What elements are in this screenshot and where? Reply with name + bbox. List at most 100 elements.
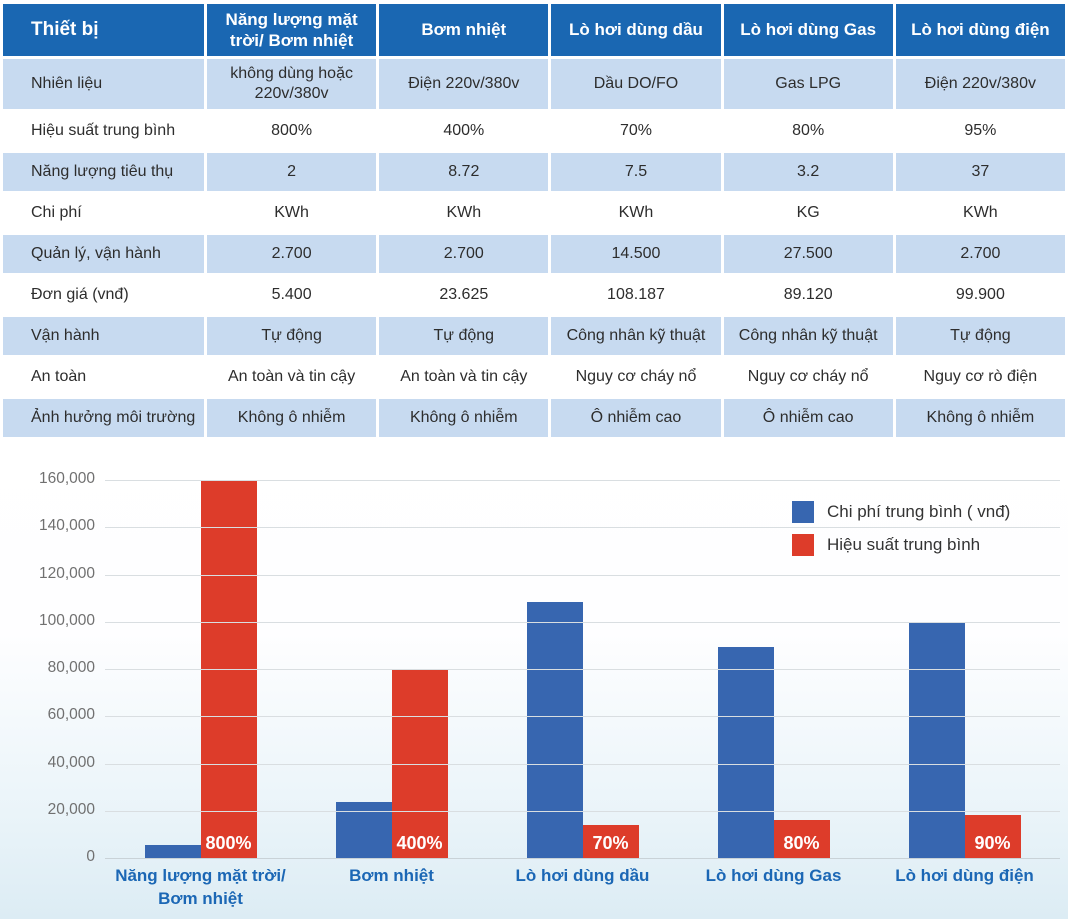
table-cell: Không ô nhiễm (207, 399, 377, 437)
table-cell: 2.700 (379, 235, 549, 273)
table-header-row: Thiết bị Năng lượng mặt trời/ Bơm nhiệt … (3, 4, 1065, 56)
category-label: Năng lượng mặt trời/ Bơm nhiệt (115, 866, 286, 908)
efficiency-percent-label: 400% (396, 833, 443, 853)
legend-label-cost: Chi phí trung bình ( vnđ) (827, 501, 1011, 521)
row-label: Hiệu suất trung bình (31, 122, 176, 139)
bar-efficiency (582, 824, 639, 858)
category-label: Bơm nhiệt (349, 866, 434, 885)
legend-item-efficiency: Hiệu suất trung bình (792, 528, 1010, 561)
table-cell: Dầu DO/FO (551, 59, 721, 109)
category-label: Lò hơi dùng điện (895, 866, 1034, 885)
y-axis-tick-label: 80,000 (47, 659, 95, 676)
gridline (105, 621, 1060, 623)
table-cell: Gas LPG (723, 59, 893, 109)
row-label: Đơn giá (vnđ) (31, 286, 129, 303)
table-cell: KG (796, 204, 820, 221)
gridline (105, 669, 1060, 670)
table-cell: KWh (446, 204, 482, 221)
table-cell: 8.72 (379, 153, 549, 191)
table-cell: An toàn và tin cậy (400, 368, 528, 385)
category-label: Lò hơi dùng Gas (705, 866, 842, 885)
bar-cost (908, 622, 965, 858)
efficiency-percent-label: 90% (974, 833, 1011, 853)
gridline (105, 810, 1060, 812)
comparison-table: Thiết bị Năng lượng mặt trời/ Bơm nhiệt … (0, 1, 1068, 440)
efficiency-percent-label: 80% (783, 833, 820, 853)
header-heatpump: Bơm nhiệt (379, 4, 549, 56)
table-cell: Nguy cơ cháy nổ (747, 368, 869, 385)
bar-cost (144, 845, 201, 858)
table-cell: Không ô nhiễm (379, 399, 549, 437)
chart-plot-area: 800% 400% 70% 80% 90% (105, 480, 1060, 858)
table-cell: KWh (963, 204, 998, 221)
table-cell: không dùng hoặc 220v/380v (207, 59, 377, 109)
y-axis-tick-label: 60,000 (47, 706, 95, 724)
table-row: Ảnh hưởng môi trường Không ô nhiễm Không ô… (3, 399, 1065, 437)
y-axis-tick-label: 140,000 (38, 517, 95, 535)
table-cell: An toàn và tin cậy (228, 368, 356, 385)
gridline (105, 716, 1060, 718)
table-cell: Công nhân kỹ thuật (723, 317, 893, 355)
table-cell: Tự động (379, 317, 549, 355)
row-label: Vận hành (3, 317, 204, 355)
bar-chart: 800% 400% 70% 80% 90% Chi phí trung bình ( v… (0, 440, 1068, 919)
efficiency-percent-label: 800% (205, 833, 252, 853)
table-cell: 5.400 (271, 286, 312, 303)
header-gas-boiler: Lò hơi dùng Gas (723, 4, 893, 56)
table-cell: Điện 220v/380v (895, 59, 1065, 109)
efficiency-percent-label: 70% (592, 833, 629, 853)
legend-swatch-efficiency-icon (792, 533, 814, 556)
y-axis-tick-label: 20,000 (47, 800, 95, 818)
table-cell: 3.2 (723, 153, 893, 191)
bar-efficiency (773, 820, 830, 858)
bar-cost (717, 647, 774, 858)
table-cell: 95% (964, 122, 997, 139)
header-device: Thiết bị (3, 4, 204, 56)
gridline (105, 574, 1060, 576)
table-cell: 400% (443, 122, 485, 139)
y-axis-tick-label: 40,000 (47, 753, 95, 771)
chart-legend: Chi phí trung bình ( vnđ) Hiệu suất trun… (792, 495, 1010, 561)
table-cell: Ô nhiễm cao (723, 399, 893, 437)
gridline (105, 527, 1060, 529)
legend-label-efficiency: Hiệu suất trung bình (827, 534, 981, 554)
table-cell: Nguy cơ rò điện (923, 368, 1038, 385)
y-axis-tick-label: 160,000 (38, 470, 95, 487)
table-cell: 14.500 (551, 235, 721, 273)
y-axis-tick-label: 0 (86, 848, 95, 865)
table-cell: KWh (274, 204, 309, 221)
table-cell: KWh (618, 204, 654, 221)
table-cell: 89.120 (783, 286, 833, 303)
table-row: Chi phí KWh KWh KWh KG KWh (3, 194, 1065, 232)
table-cell: Điện 220v/380v (379, 59, 549, 109)
table-cell: 2.700 (207, 235, 377, 273)
y-axis-tick-label: 120,000 (38, 564, 95, 582)
row-label: Quản lý, vận hành (3, 235, 204, 273)
row-label: Nhiên liệu (3, 59, 204, 109)
gridline (105, 763, 1060, 765)
table-cell: 99.900 (955, 286, 1005, 303)
table-cell: 108.187 (607, 286, 665, 303)
row-label: An toàn (31, 368, 87, 385)
table-cell: 23.625 (439, 286, 489, 303)
table-cell: 27.500 (723, 235, 893, 273)
table-row: Vận hành Tự động Tự động Công nhân kỹ thuật… (3, 317, 1065, 355)
table-row: Nhiên liệu không dùng hoặc 220v/380v Điện … (3, 59, 1065, 109)
category-label: Lò hơi dùng dầu (515, 866, 650, 885)
gridline (105, 858, 1060, 859)
table-cell: 2 (207, 153, 377, 191)
header-solar-heatpump: Năng lượng mặt trời/ Bơm nhiệt (207, 4, 377, 56)
header-electric-boiler: Lò hơi dùng điện (895, 4, 1065, 56)
row-label: Năng lượng tiêu thụ (3, 153, 204, 191)
header-oil-boiler: Lò hơi dùng dầu (551, 4, 721, 56)
row-label: Chi phí (31, 204, 82, 221)
bar-efficiency (964, 815, 1021, 858)
table-cell: Tự động (207, 317, 377, 355)
table-cell: 80% (792, 122, 825, 139)
table-cell: 70% (619, 122, 652, 139)
table-cell: Tự động (895, 317, 1065, 355)
legend-swatch-cost-icon (792, 500, 814, 523)
bar-cost (526, 602, 583, 858)
table-row: An toàn An toàn và tin cậy An toàn và tin … (3, 358, 1065, 396)
